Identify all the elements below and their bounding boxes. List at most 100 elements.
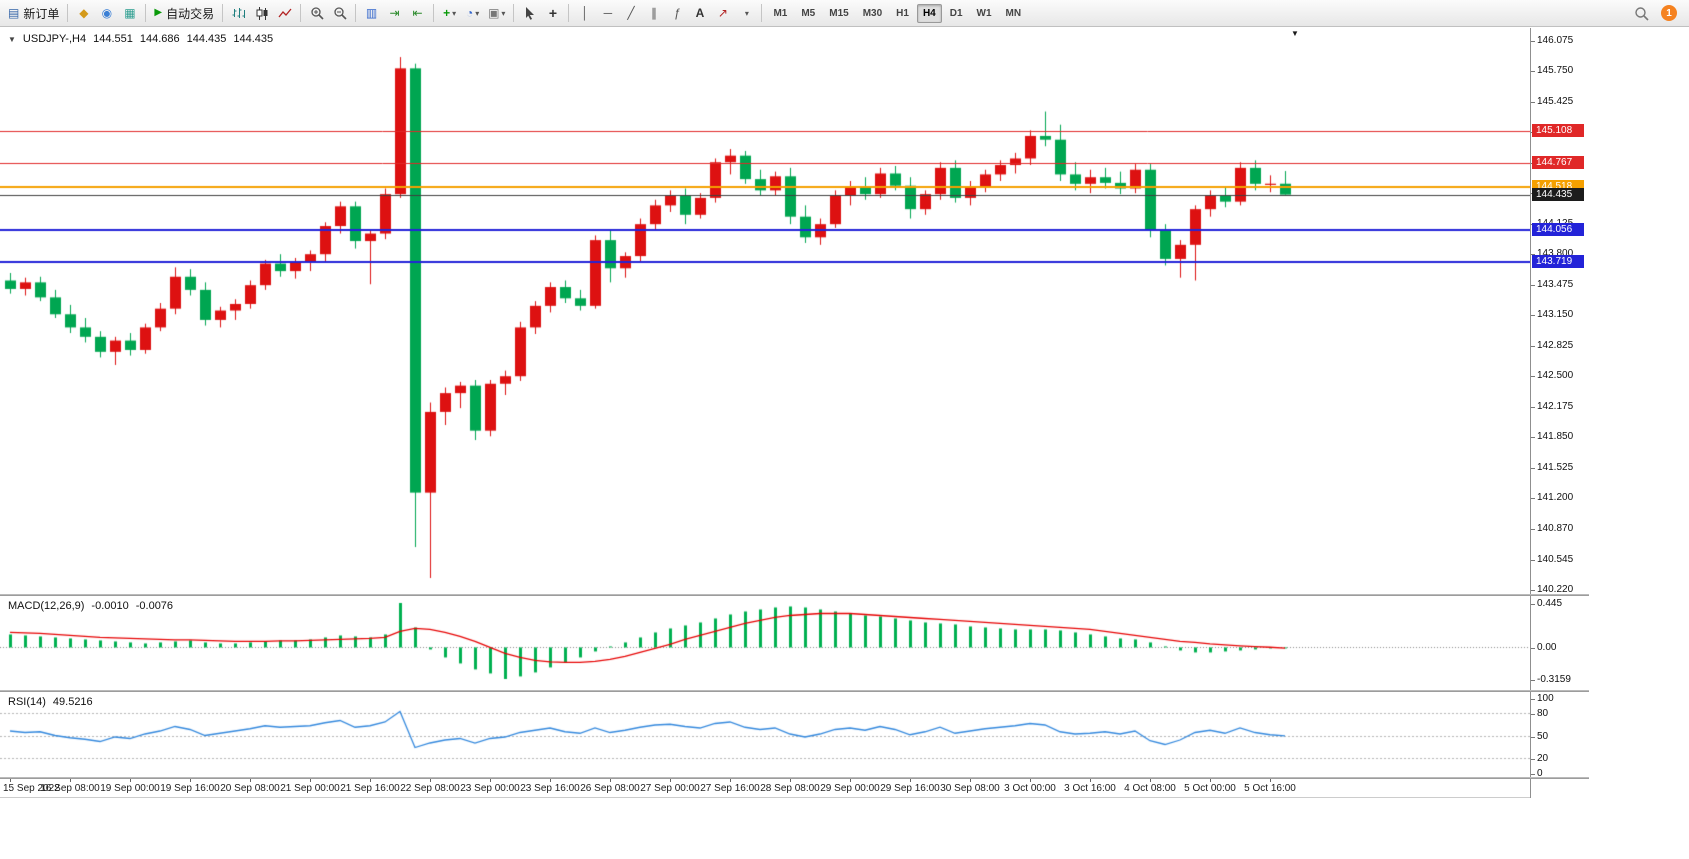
price-axis-tick: 140.220 <box>1530 584 1574 595</box>
chart-bottom-border <box>0 797 1589 798</box>
zoom-in-button[interactable] <box>305 2 328 24</box>
time-axis-label: 27 Sep 16:00 <box>700 783 760 794</box>
dropdown-arrow-icon: ▾ <box>501 8 506 18</box>
periods-button[interactable]: ◔ ▾ <box>461 2 484 24</box>
chart-shift-button[interactable]: ⇤ <box>406 2 429 24</box>
bar-chart-button[interactable] <box>227 2 250 24</box>
autotrading-button[interactable]: ▶ 自动交易 <box>150 2 218 24</box>
time-axis-tick <box>10 779 11 782</box>
dropdown-arrow-icon: ▾ <box>452 8 457 18</box>
time-axis-tick <box>550 779 551 782</box>
ohlc-high-value: 144.686 <box>139 33 180 45</box>
time-axis-tick <box>1210 779 1211 782</box>
vertical-line-button[interactable]: │ <box>573 2 596 24</box>
time-axis-tick <box>1090 779 1091 782</box>
time-axis-label: 28 Sep 08:00 <box>760 783 820 794</box>
price-axis-tick: 143.800 <box>1530 248 1574 259</box>
template-icon: ▣ <box>488 6 500 20</box>
time-axis-tick <box>910 779 911 782</box>
rsi-canvas[interactable] <box>0 693 1530 777</box>
market-watch-icon: ◆ <box>79 6 89 20</box>
macd-canvas[interactable] <box>0 597 1530 689</box>
macd-axis-tick: 0.445 <box>1530 598 1563 609</box>
bid-price-label: 144.435 <box>1532 188 1584 201</box>
price-axis-tick: 145.750 <box>1530 65 1574 76</box>
panel-divider[interactable] <box>0 690 1589 692</box>
time-axis-label: 19 Sep 00:00 <box>100 783 160 794</box>
notifications-badge[interactable]: 1 <box>1661 5 1677 21</box>
horizontal-line-button[interactable]: ─ <box>596 2 619 24</box>
time-axis-tick <box>370 779 371 782</box>
toolbar-separator <box>513 4 515 22</box>
time-axis-label: 3 Oct 00:00 <box>1004 783 1056 794</box>
chart-shift-marker[interactable]: ▼ <box>1291 29 1299 38</box>
panel-divider[interactable] <box>0 777 1589 779</box>
line-studies-dropdown-button[interactable]: ▾ <box>734 2 757 24</box>
timeframe-button-h1[interactable]: H1 <box>890 4 915 23</box>
ohlc-low-value: 144.435 <box>186 33 227 45</box>
arrows-tool-button[interactable]: ↗ <box>711 2 734 24</box>
text-tool-button[interactable]: A <box>688 2 711 24</box>
timeframe-button-m15[interactable]: M15 <box>823 4 854 23</box>
market-watch-button[interactable]: ◆ <box>72 2 95 24</box>
terminal-button[interactable]: ▦ <box>118 2 141 24</box>
template-button[interactable]: ▣ ▾ <box>484 2 509 24</box>
time-axis-label: 27 Sep 00:00 <box>640 783 700 794</box>
timeframe-button-m1[interactable]: M1 <box>767 4 793 23</box>
time-axis-tick <box>1150 779 1151 782</box>
crosshair-button[interactable]: + <box>541 2 564 24</box>
main-chart-canvas[interactable] <box>0 28 1530 594</box>
macd-indicator-name: MACD(12,26,9) <box>8 600 85 612</box>
time-axis-label: 5 Oct 00:00 <box>1184 783 1236 794</box>
fibonacci-button[interactable]: ƒ <box>665 2 688 24</box>
time-axis-tick <box>1270 779 1271 782</box>
timeframe-button-m30[interactable]: M30 <box>857 4 888 23</box>
toolbar-separator <box>568 4 570 22</box>
time-axis-tick <box>1030 779 1031 782</box>
price-axis[interactable]: 146.075145.750145.425145.100144.775144.4… <box>1530 28 1689 798</box>
one-click-trading-toggle[interactable]: ▼ <box>8 34 16 44</box>
rsi-indicator-name: RSI(14) <box>8 696 46 708</box>
price-axis-tick: 143.475 <box>1530 279 1574 290</box>
candlestick-chart-button[interactable] <box>250 2 273 24</box>
time-axis-tick <box>70 779 71 782</box>
time-axis-label: 19 Sep 16:00 <box>160 783 220 794</box>
auto-scroll-button[interactable]: ⇥ <box>383 2 406 24</box>
line-chart-button[interactable] <box>273 2 296 24</box>
horizontal-line-icon: ─ <box>603 6 613 20</box>
time-axis-label: 22 Sep 08:00 <box>400 783 460 794</box>
time-axis-label: 29 Sep 16:00 <box>880 783 940 794</box>
ohlc-close-value: 144.435 <box>233 33 274 45</box>
time-axis-label: 16 Sep 08:00 <box>40 783 100 794</box>
timeframe-button-d1[interactable]: D1 <box>944 4 969 23</box>
panel-divider[interactable] <box>0 594 1589 596</box>
navigator-icon: ◉ <box>101 6 113 20</box>
channel-button[interactable]: ∥ <box>642 2 665 24</box>
timeframe-button-h4[interactable]: H4 <box>916 3 942 23</box>
search-button[interactable] <box>1630 2 1653 24</box>
timeframe-button-m5[interactable]: M5 <box>795 4 821 23</box>
autotrading-label: 自动交易 <box>166 6 215 21</box>
chart-shift-icon: ⇤ <box>412 6 423 20</box>
timeframe-button-w1[interactable]: W1 <box>971 4 998 23</box>
toolbar-separator <box>67 4 69 22</box>
timeframe-button-mn[interactable]: MN <box>1000 4 1028 23</box>
cursor-button[interactable] <box>518 2 541 24</box>
time-axis-tick <box>670 779 671 782</box>
tile-windows-button[interactable]: ▥ <box>360 2 383 24</box>
time-axis-label: 26 Sep 08:00 <box>580 783 640 794</box>
trendline-button[interactable]: ╱ <box>619 2 642 24</box>
time-axis-tick <box>310 779 311 782</box>
navigator-button[interactable]: ◉ <box>95 2 118 24</box>
dropdown-arrow-icon: ▾ <box>475 8 480 18</box>
new-order-button[interactable]: ▤ 新订单 <box>4 2 63 24</box>
time-axis[interactable]: 15 Sep 2022 16 Sep 08:00 19 Sep 00:00 19 Se… <box>0 779 1589 797</box>
zoom-out-button[interactable] <box>328 2 351 24</box>
new-order-icon: ▤ <box>8 6 20 20</box>
main-toolbar: ▤ 新订单 ◆ ◉ ▦ ▶ 自动交易 <box>0 0 1689 27</box>
price-axis-tick: 142.500 <box>1530 370 1574 381</box>
rsi-axis-tick: 0 <box>1531 768 1543 779</box>
new-chart-button[interactable]: + ▾ <box>438 2 461 24</box>
price-axis-tick: 142.825 <box>1530 340 1574 351</box>
